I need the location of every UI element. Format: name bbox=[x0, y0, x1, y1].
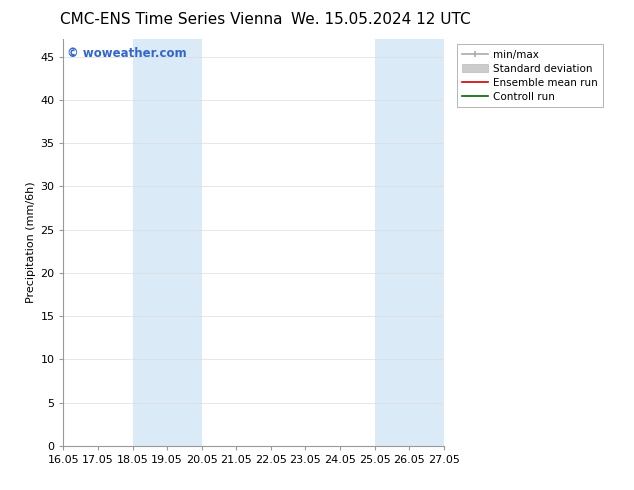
Y-axis label: Precipitation (mm/6h): Precipitation (mm/6h) bbox=[26, 182, 36, 303]
Text: We. 15.05.2024 12 UTC: We. 15.05.2024 12 UTC bbox=[290, 12, 470, 27]
Text: © woweather.com: © woweather.com bbox=[67, 48, 187, 60]
Text: CMC-ENS Time Series Vienna: CMC-ENS Time Series Vienna bbox=[60, 12, 282, 27]
Bar bbox=[375, 39, 444, 446]
Legend: min/max, Standard deviation, Ensemble mean run, Controll run: min/max, Standard deviation, Ensemble me… bbox=[456, 45, 603, 107]
Bar bbox=[133, 39, 202, 446]
